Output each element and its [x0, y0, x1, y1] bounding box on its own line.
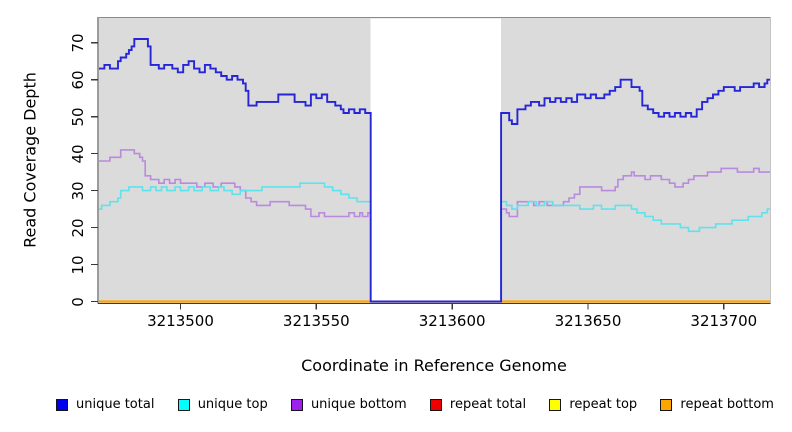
legend-swatch-icon	[56, 398, 68, 411]
y-tick-label: 50	[69, 107, 87, 127]
y-tick-label: 10	[69, 254, 87, 275]
legend-swatch-icon	[290, 398, 303, 411]
x-tick-label: 3213650	[554, 312, 622, 330]
legend-label: unique bottom	[310, 397, 407, 412]
y-tick-label: 20	[69, 218, 87, 238]
legend-label: repeat bottom	[680, 397, 774, 412]
legend-label: unique top	[197, 397, 268, 412]
x-tick-label: 3213700	[690, 312, 758, 330]
legend-label: repeat total	[449, 397, 527, 412]
series-unique-bottom	[99, 149, 770, 303]
x-tick-label: 3213600	[418, 312, 486, 330]
legend-swatch-icon	[429, 398, 442, 411]
y-tick-label: 60	[69, 70, 87, 90]
y-tick-label: 70	[69, 33, 87, 53]
legend-item-repeat-bottom: repeat bottom	[660, 397, 774, 412]
x-tick-label: 3213550	[282, 312, 350, 330]
legend-label: unique total	[76, 397, 155, 412]
y-tick-label: 0	[69, 296, 87, 307]
legend-item-unique-top: unique top	[177, 397, 268, 412]
legend-swatch-icon	[177, 398, 190, 411]
legend-item-repeat-total: repeat total	[429, 397, 527, 412]
y-tick-label: 30	[69, 181, 87, 201]
x-axis-title: Coordinate in Reference Genome	[301, 356, 567, 375]
missing-data-region	[370, 18, 502, 302]
y-axis-title: Read Coverage Depth	[20, 72, 40, 248]
series-unique-total	[99, 38, 770, 303]
legend-swatch-icon	[660, 398, 673, 411]
legend-swatch-icon	[549, 398, 562, 411]
x-tick-label: 3213500	[147, 312, 214, 330]
y-tick-label: 40	[69, 144, 87, 164]
legend-item-unique-total: unique total	[56, 397, 154, 412]
legend-label: repeat top	[569, 397, 638, 412]
legend-item-repeat-top: repeat top	[549, 397, 637, 412]
legend: unique total unique top unique bottom repea…	[0, 397, 792, 412]
legend-item-unique-bottom: unique bottom	[290, 397, 407, 412]
